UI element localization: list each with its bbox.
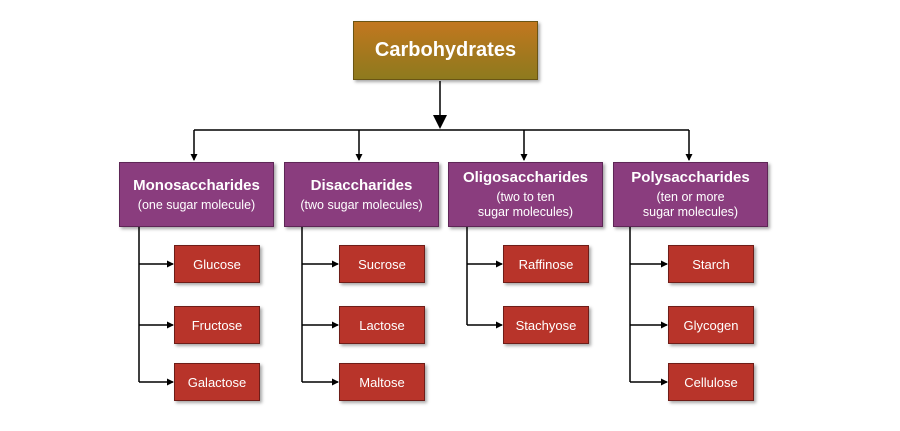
item-maltose: Maltose	[339, 363, 425, 401]
item-raffinose: Raffinose	[503, 245, 589, 283]
item-label: Cellulose	[684, 374, 738, 390]
root-node-carbohydrates: Carbohydrates	[353, 21, 538, 80]
category-disaccharides: Disaccharides (two sugar molecules)	[284, 162, 439, 227]
category-subtitle: (two sugar molecules)	[300, 197, 423, 212]
item-glycogen: Glycogen	[668, 306, 754, 344]
item-label: Fructose	[191, 317, 243, 333]
item-cellulose: Cellulose	[668, 363, 754, 401]
category-polysaccharides: Polysaccharides (ten or more sugar molec…	[613, 162, 768, 227]
category-title: Monosaccharides	[133, 176, 260, 194]
item-starch: Starch	[668, 245, 754, 283]
item-label: Starch	[692, 256, 730, 272]
category-title: Oligosaccharides	[462, 169, 589, 186]
category-subtitle: (two to ten sugar molecules)	[477, 190, 574, 219]
item-label: Stachyose	[515, 317, 577, 333]
item-glucose: Glucose	[174, 245, 260, 283]
item-stachyose: Stachyose	[503, 306, 589, 344]
item-label: Galactose	[187, 374, 247, 390]
item-label: Glucose	[193, 256, 241, 272]
item-galactose: Galactose	[174, 363, 260, 401]
category-oligosaccharides: Oligosaccharides (two to ten sugar molec…	[448, 162, 603, 227]
item-lactose: Lactose	[339, 306, 425, 344]
category-title: Polysaccharides	[631, 169, 750, 186]
item-label: Sucrose	[358, 256, 406, 272]
category-subtitle: (ten or more sugar molecules)	[642, 190, 739, 219]
item-label: Maltose	[359, 374, 405, 390]
item-sucrose: Sucrose	[339, 245, 425, 283]
category-title: Disaccharides	[310, 176, 413, 194]
item-label: Raffinose	[518, 256, 574, 272]
category-subtitle: (one sugar molecule)	[137, 197, 256, 212]
item-label: Lactose	[359, 317, 405, 333]
item-fructose: Fructose	[174, 306, 260, 344]
root-label: Carbohydrates	[374, 39, 517, 61]
item-label: Glycogen	[683, 317, 739, 333]
category-monosaccharides: Monosaccharides (one sugar molecule)	[119, 162, 274, 227]
